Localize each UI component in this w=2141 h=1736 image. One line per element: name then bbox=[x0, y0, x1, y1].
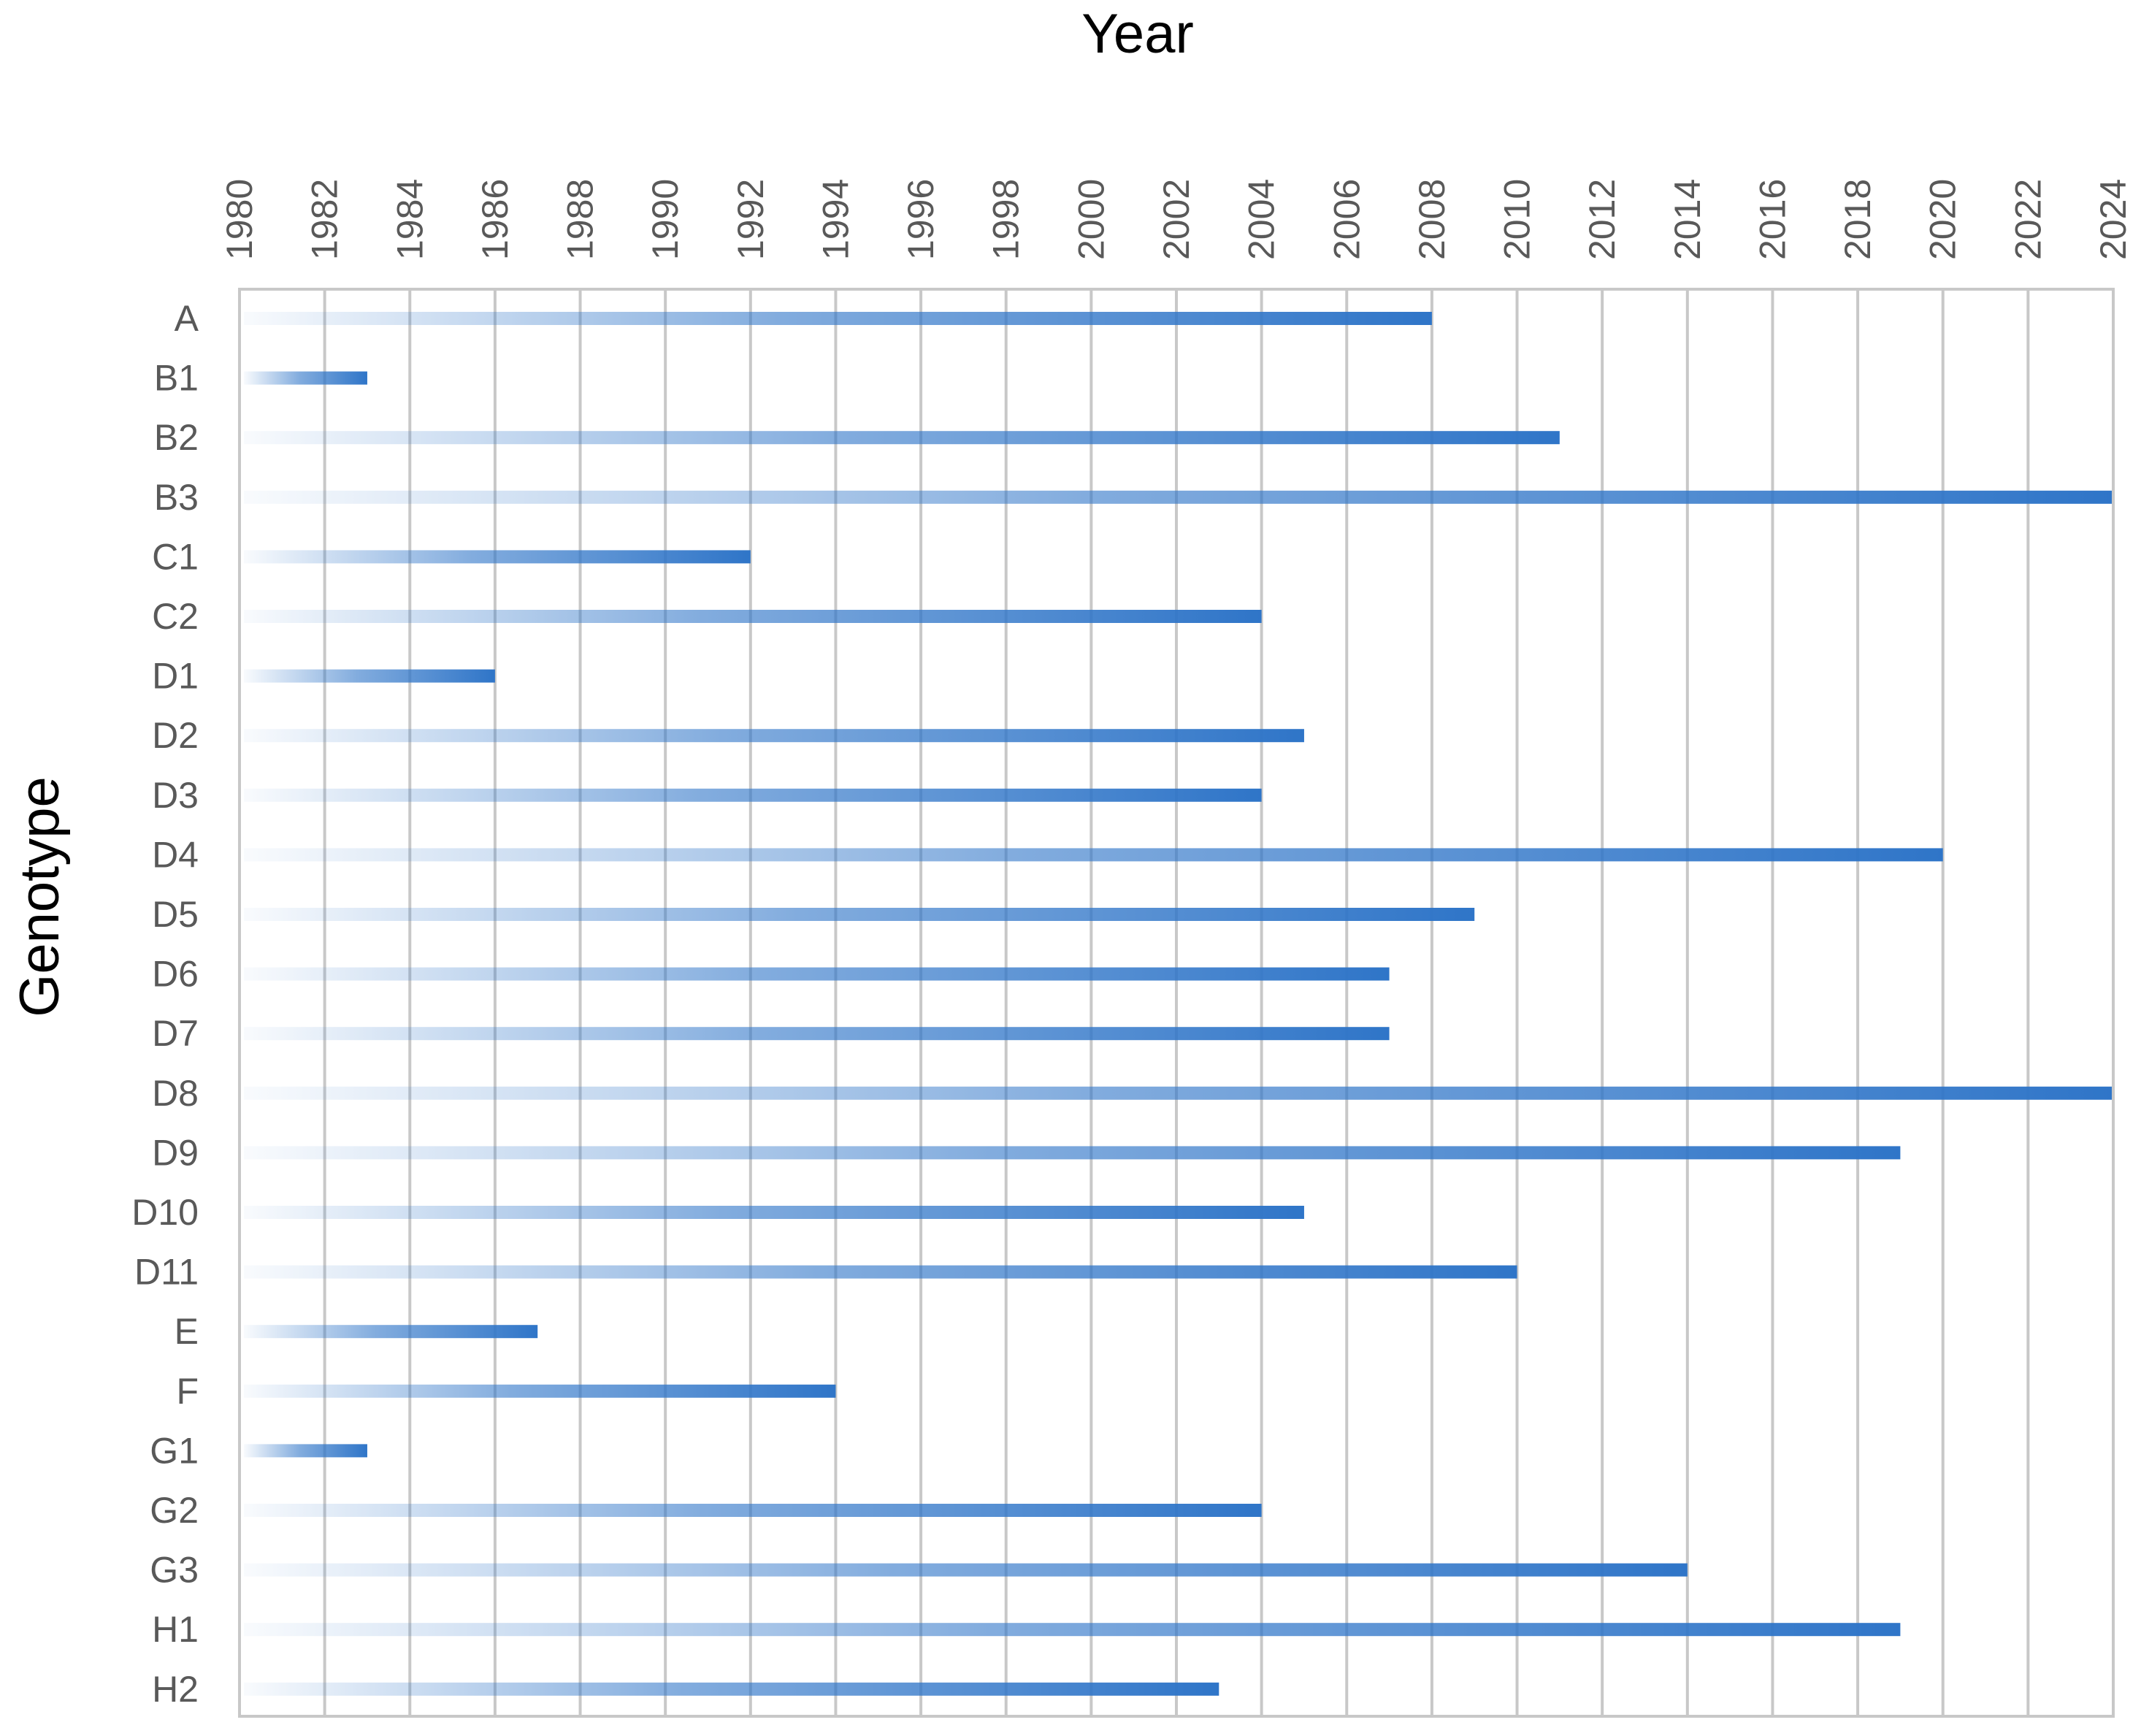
x-tick-label: 2018 bbox=[1837, 179, 1878, 260]
bar bbox=[244, 490, 2113, 504]
category-label: G3 bbox=[150, 1550, 199, 1591]
category-label: E bbox=[175, 1311, 199, 1352]
x-tick-label: 1988 bbox=[560, 179, 601, 260]
x-tick-label: 1996 bbox=[900, 179, 941, 260]
x-tick-label: 2016 bbox=[1752, 179, 1793, 260]
category-label: D1 bbox=[152, 656, 199, 697]
bar bbox=[244, 1206, 1304, 1219]
x-tick-label: 1980 bbox=[219, 179, 260, 260]
bar bbox=[244, 1086, 2113, 1100]
bar bbox=[244, 1504, 1262, 1517]
x-tick-label: 2012 bbox=[1582, 179, 1623, 260]
bar bbox=[244, 1682, 1219, 1696]
category-label: F bbox=[176, 1371, 199, 1412]
category-label: G1 bbox=[150, 1430, 199, 1471]
category-label: D3 bbox=[152, 775, 199, 816]
bar bbox=[244, 1623, 1901, 1637]
bar bbox=[244, 610, 1262, 623]
bar bbox=[244, 312, 1432, 325]
bar bbox=[244, 550, 751, 564]
category-label: D11 bbox=[134, 1252, 199, 1293]
category-label: C1 bbox=[152, 536, 199, 577]
x-tick-label: 1986 bbox=[475, 179, 516, 260]
x-axis-title: Year bbox=[1081, 3, 1194, 65]
plot-frame bbox=[238, 288, 2115, 1718]
x-tick-label: 1982 bbox=[305, 179, 345, 260]
x-tick-label: 1998 bbox=[986, 179, 1027, 260]
category-label: H1 bbox=[152, 1609, 199, 1650]
category-label: C2 bbox=[152, 596, 199, 637]
category-label: D8 bbox=[152, 1073, 199, 1114]
category-label: D7 bbox=[152, 1013, 199, 1054]
bar bbox=[244, 669, 495, 683]
category-label: B2 bbox=[154, 417, 199, 458]
bar bbox=[244, 1563, 1688, 1577]
category-label: G2 bbox=[150, 1490, 199, 1531]
bar bbox=[244, 908, 1475, 921]
category-label: D2 bbox=[152, 715, 199, 756]
x-tick-label: 1992 bbox=[730, 179, 771, 260]
category-label: D10 bbox=[131, 1192, 199, 1233]
y-axis-title: Genotype bbox=[9, 776, 71, 1017]
category-label: D9 bbox=[152, 1132, 199, 1173]
x-tick-label: 2014 bbox=[1667, 179, 1708, 260]
x-tick-label: 1984 bbox=[389, 179, 430, 260]
bar bbox=[244, 1444, 367, 1458]
category-label: A bbox=[175, 298, 199, 339]
category-label: B1 bbox=[154, 358, 199, 399]
category-label: D6 bbox=[152, 954, 199, 995]
bar bbox=[244, 788, 1262, 802]
category-labels: A B1 B2 B3 C1 C2 D1 D2 D3 D4 D5 D6 D7 D8 D9 D10 D11 EF G1 G… bbox=[131, 298, 199, 1710]
x-tick-label: 1994 bbox=[815, 179, 856, 260]
category-label: D4 bbox=[152, 834, 199, 875]
x-tick-label: 2024 bbox=[2093, 179, 2134, 260]
x-tick-label: 2010 bbox=[1497, 179, 1538, 260]
bar bbox=[244, 848, 1943, 862]
bar bbox=[244, 371, 367, 385]
bar bbox=[244, 967, 1390, 981]
x-tick-label: 2020 bbox=[1923, 179, 1964, 260]
x-tick-label: 2022 bbox=[2007, 179, 2048, 260]
bar bbox=[244, 1146, 1901, 1160]
bar bbox=[244, 729, 1304, 743]
x-tick-label: 2004 bbox=[1241, 179, 1282, 260]
x-tick-label: 2000 bbox=[1070, 179, 1111, 260]
bar bbox=[244, 1265, 1517, 1279]
category-label: D5 bbox=[152, 894, 199, 935]
x-tick-label: 1990 bbox=[645, 179, 686, 260]
x-tick-label: 2008 bbox=[1412, 179, 1452, 260]
category-label: B3 bbox=[154, 477, 199, 518]
x-tick-label: 2006 bbox=[1326, 179, 1367, 260]
bar bbox=[244, 1384, 836, 1398]
x-tick-label: 2002 bbox=[1156, 179, 1197, 260]
bar bbox=[244, 1325, 538, 1339]
bars bbox=[244, 312, 2113, 1696]
x-tick-labels: 1980 1982 1984 1986 1988 1990 1992 1994 1996 1998… bbox=[219, 179, 2134, 260]
bar bbox=[244, 1027, 1390, 1041]
category-label: H2 bbox=[152, 1669, 199, 1710]
bar bbox=[244, 431, 1560, 445]
